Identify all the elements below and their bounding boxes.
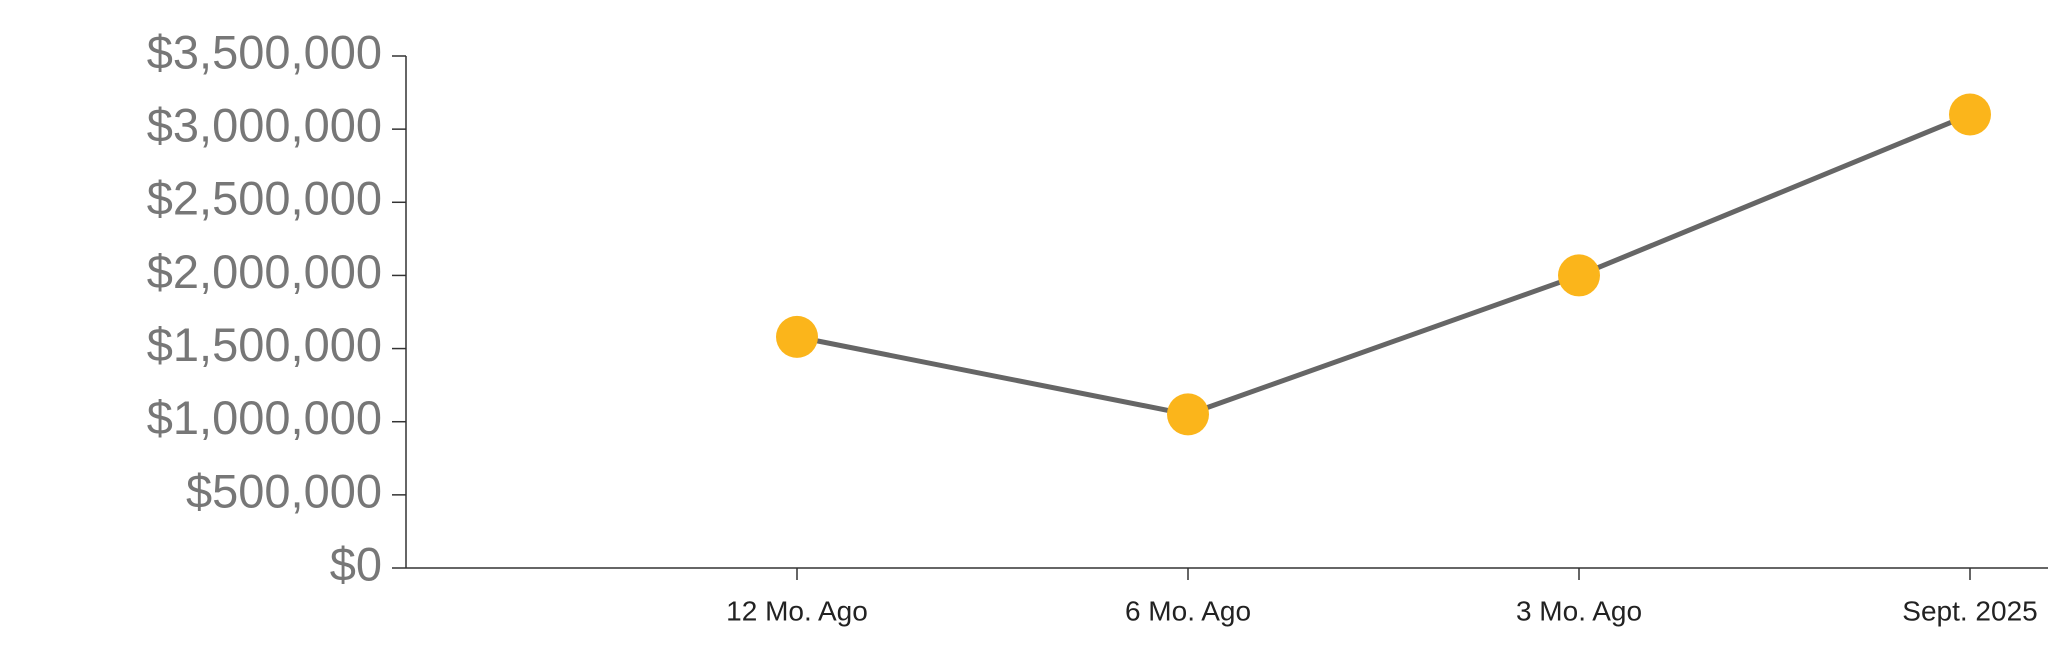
data-point [1558, 254, 1600, 297]
x-tick-label: 6 Mo. Ago [1125, 595, 1251, 626]
x-tick-label: Sept. 2025 [1902, 595, 2037, 626]
data-point [1949, 93, 1991, 136]
data-point [776, 315, 818, 358]
data-point [1167, 393, 1209, 436]
x-tick-label: 3 Mo. Ago [1516, 595, 1642, 626]
series-line [796, 112, 1971, 417]
y-tick-label: $2,000,000 [147, 245, 382, 298]
y-tick-label: $2,500,000 [147, 172, 382, 225]
y-tick-label: $1,000,000 [147, 391, 382, 444]
y-tick-label: $1,500,000 [147, 318, 382, 371]
y-tick-label: $500,000 [186, 464, 382, 517]
x-tick-label: 12 Mo. Ago [726, 595, 868, 626]
y-tick-label: $0 [330, 537, 382, 590]
y-tick-label: $3,500,000 [147, 25, 382, 78]
y-tick-label: $3,000,000 [147, 99, 382, 152]
